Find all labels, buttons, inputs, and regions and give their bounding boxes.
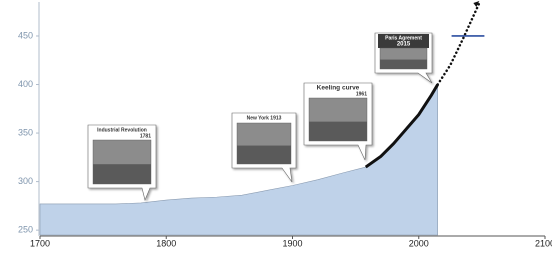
x-tick-label: 2100 (535, 238, 552, 248)
photo-shade (309, 122, 367, 141)
annotation-year: 1961 (356, 91, 367, 97)
x-tick-label: 2000 (409, 238, 429, 248)
projection-line (438, 3, 480, 85)
page: 250 300 350 400 450 1700 1800 1900 2000 2100 Indus… (0, 0, 552, 255)
annotation-title: Paris Agrement (385, 35, 422, 41)
photo-shade (237, 146, 291, 164)
x-tick-label: 1700 (30, 238, 50, 248)
annotation-title: Keeling curve (317, 85, 360, 92)
y-tick-label: 300 (18, 176, 33, 186)
y-tick-label: 350 (18, 127, 33, 137)
annotation: New York 1913 (232, 113, 296, 182)
y-tick-label: 400 (18, 79, 33, 89)
photo-shade (380, 60, 427, 69)
chart: 250 300 350 400 450 1700 1800 1900 2000 2100 Indus… (0, 0, 552, 250)
y-tick-label: 250 (18, 225, 33, 235)
annotation-year: 1781 (140, 133, 151, 139)
x-tick-label: 1800 (156, 238, 176, 248)
annotation-title: New York 1913 (247, 115, 282, 121)
x-tick-label: 1900 (282, 238, 302, 248)
annotation-year: 2015 (397, 42, 411, 48)
photo-shade (93, 164, 151, 184)
y-tick-label: 450 (18, 30, 33, 40)
